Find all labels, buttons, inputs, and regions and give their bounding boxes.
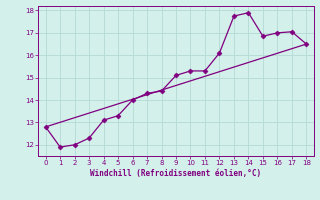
X-axis label: Windchill (Refroidissement éolien,°C): Windchill (Refroidissement éolien,°C) [91, 169, 261, 178]
